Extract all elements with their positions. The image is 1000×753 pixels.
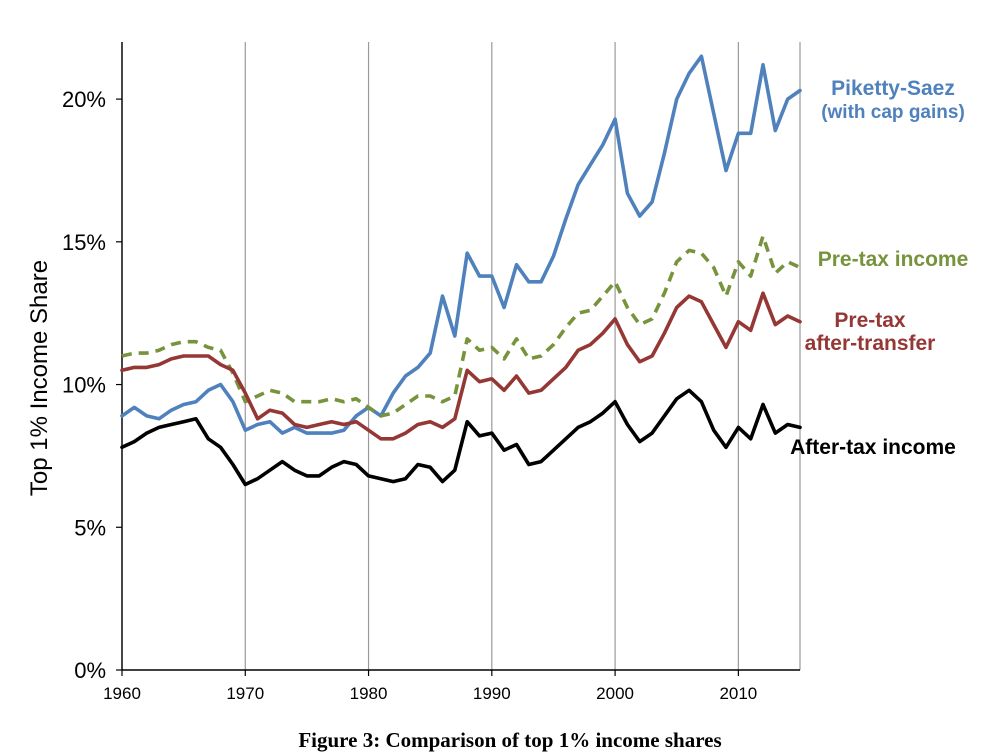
series-label: After-tax income [790,436,956,459]
y-tick-label: 15% [62,230,106,255]
series-lines [120,54,802,487]
x-tick-label: 2010 [719,684,757,703]
vertical-gridlines [121,42,801,670]
series-line-piketty-saez [120,54,802,435]
series-line-after-tax-income [120,388,802,487]
series-line-pre-tax-income [121,234,801,418]
y-tick-label: 10% [62,373,106,398]
y-tick-label: 5% [74,515,106,540]
y-tick-label: 20% [62,87,106,112]
x-tick-label: 1980 [350,684,388,703]
x-tick-label: 1990 [473,684,511,703]
series-label-line2: (with cap gains) [821,102,965,123]
x-tick-labels: 1960 1970 1980 1990 2000 2010 [103,684,757,703]
x-tick-label: 1960 [103,684,141,703]
series-line-pre-tax [120,291,802,441]
series-labels: Piketty-Saez(with cap gains) Pre-tax inco… [790,77,968,459]
y-tick-label: 0% [74,658,106,683]
x-tick-label: 1970 [226,684,264,703]
series-label-line2: after-transfer [805,332,936,355]
y-axis-label: Top 1% Income Share [26,260,53,496]
series-label: Pre-tax income [818,248,969,271]
figure-caption: Figure 3: Comparison of top 1% income sh… [298,728,721,752]
axes [116,42,800,676]
y-tick-labels: 0% 5% 10% 15% 20% [62,87,106,683]
x-tick-label: 2000 [596,684,634,703]
series-label: Pre-tax [834,309,906,332]
series-label: Piketty-Saez [831,77,955,100]
